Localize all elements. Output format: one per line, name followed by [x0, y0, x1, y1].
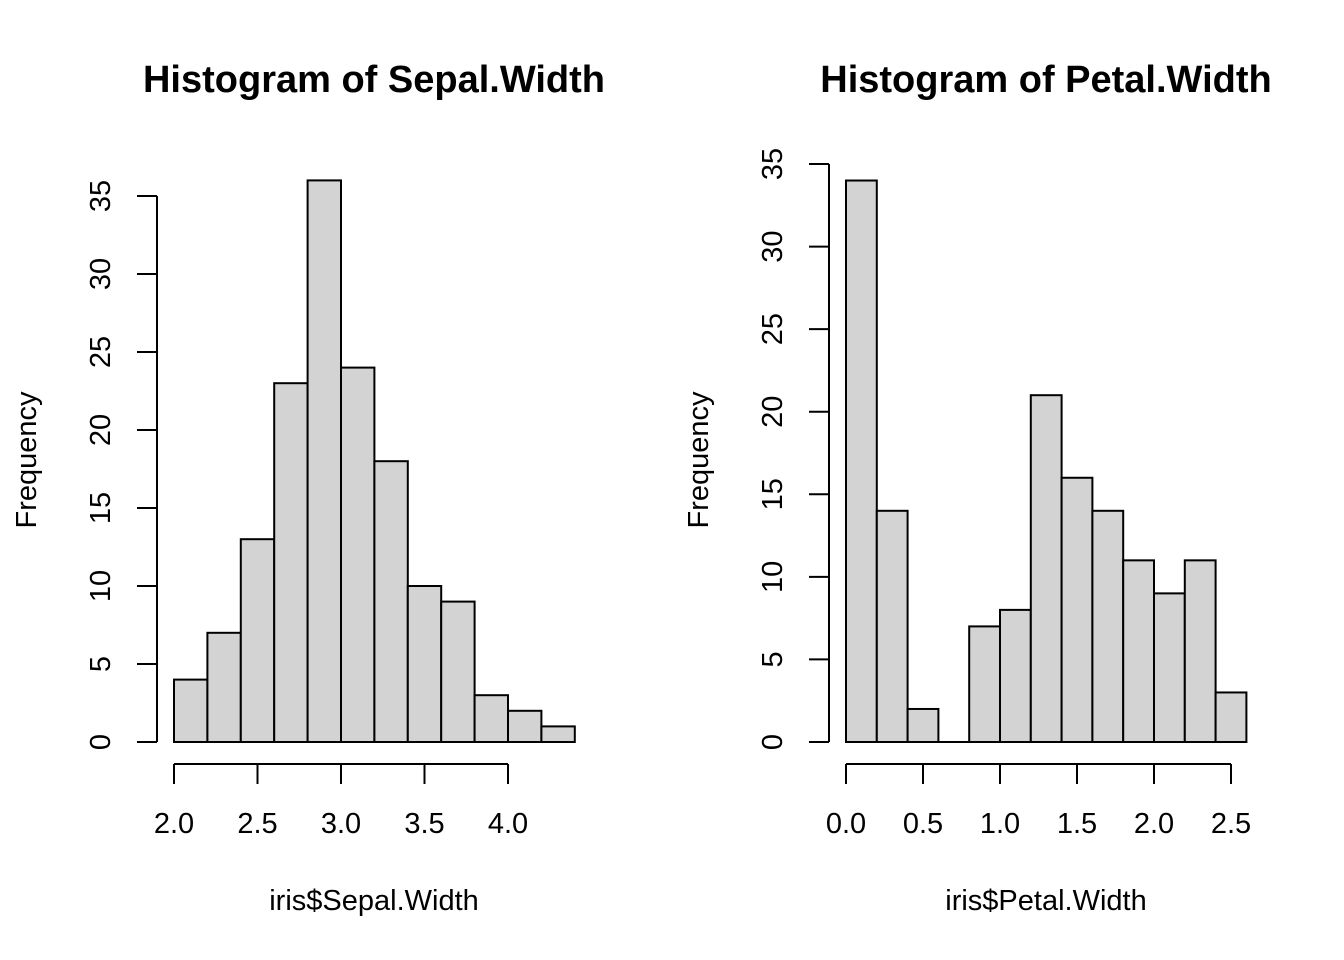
y-tick-label: 30 — [757, 230, 789, 262]
histogram-panel-sepal-width: Histogram of Sepal.Width 05101520253035 … — [11, 59, 605, 917]
y-tick-label: 10 — [85, 570, 117, 602]
y-axis: 0 5 10 15 20 25 30 35 — [757, 148, 830, 750]
histogram-bar — [875, 509, 909, 743]
x-axis-label: iris$Sepal.Width — [269, 885, 479, 917]
x-tick-label: 1.0 — [980, 808, 1020, 840]
y-tick-label: 15 — [85, 492, 117, 524]
y-tick-label: 35 — [85, 180, 117, 212]
bars-group — [173, 179, 576, 744]
x-tick-label: 2.5 — [237, 808, 277, 840]
y-axis: 0 5 10 15 20 25 30 35 — [85, 180, 158, 750]
histogram-bar — [340, 366, 376, 743]
histogram-bar — [845, 179, 878, 743]
x-tick-label: 2.5 — [1211, 808, 1251, 840]
x-tick-label: 4.0 — [488, 808, 528, 840]
histogram-bar — [507, 709, 543, 743]
x-tick-label: 3.5 — [404, 808, 444, 840]
chart-title: Histogram of Sepal.Width — [143, 59, 605, 101]
histogram-bar — [999, 608, 1032, 744]
histogram-bar — [440, 600, 476, 743]
histogram-bar — [206, 631, 242, 743]
histogram-bar — [1091, 509, 1125, 743]
histogram-panel-petal-width: Histogram of Petal.Width 05101520253035 … — [683, 59, 1272, 917]
x-axis: 0.0 0.5 1.0 1.5 2.0 2.5 — [826, 763, 1251, 840]
x-tick-label: 1.5 — [1057, 808, 1097, 840]
y-tick-label: 5 — [85, 656, 117, 672]
histogram-bar — [906, 707, 940, 744]
histogram-bar — [473, 694, 510, 744]
y-tick-label: 20 — [85, 414, 117, 446]
y-tick-label: 20 — [757, 396, 789, 428]
x-tick-label: 2.0 — [154, 808, 194, 840]
histogram-bar — [968, 625, 1002, 744]
y-tick-label: 30 — [85, 258, 117, 290]
x-tick-label: 3.0 — [321, 808, 361, 840]
chart-title: Histogram of Petal.Width — [820, 59, 1271, 101]
histogram-bar — [1183, 559, 1217, 743]
y-tick-label: 35 — [757, 148, 789, 180]
x-tick-label: 2.0 — [1134, 808, 1174, 840]
x-tick-label: 0.5 — [903, 808, 943, 840]
histogram-bar — [406, 585, 443, 743]
x-axis-label: iris$Petal.Width — [945, 885, 1146, 917]
histogram-bar — [239, 538, 276, 744]
histogram-bar — [173, 678, 209, 743]
histogram-bar — [306, 179, 343, 743]
y-axis-label: Frequency — [683, 391, 715, 529]
histogram-bar — [373, 460, 409, 743]
histogram-bar — [1153, 592, 1186, 743]
y-tick-label: 0 — [85, 734, 117, 750]
histogram-bar — [1214, 691, 1248, 744]
y-tick-label: 5 — [757, 651, 789, 667]
y-tick-label: 0 — [757, 734, 789, 750]
y-axis-label: Frequency — [11, 391, 43, 529]
histogram-bar — [1060, 476, 1094, 743]
y-tick-label: 25 — [85, 336, 117, 368]
y-tick-label: 15 — [757, 478, 789, 510]
histogram-bar — [273, 382, 309, 743]
histogram-bar — [540, 725, 576, 744]
y-tick-label: 10 — [757, 561, 789, 593]
histogram-bar — [1122, 559, 1155, 743]
histogram-bar — [1029, 394, 1063, 743]
y-tick-label: 25 — [757, 313, 789, 345]
x-axis: 2.0 2.5 3.0 3.5 4.0 — [154, 763, 528, 840]
x-tick-label: 0.0 — [826, 808, 866, 840]
bars-group — [845, 179, 1248, 744]
